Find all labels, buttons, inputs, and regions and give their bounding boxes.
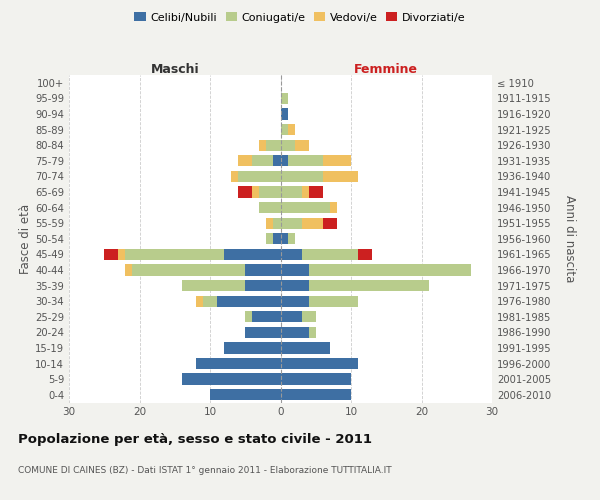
Bar: [281, 218, 302, 229]
Bar: [281, 108, 287, 120]
Text: Popolazione per età, sesso e stato civile - 2011: Popolazione per età, sesso e stato civil…: [18, 432, 372, 446]
Bar: [281, 342, 330, 353]
Bar: [245, 280, 281, 291]
Bar: [281, 374, 351, 384]
Bar: [309, 264, 471, 276]
Bar: [266, 218, 274, 229]
Bar: [133, 264, 245, 276]
Bar: [125, 248, 224, 260]
Bar: [196, 358, 281, 369]
Bar: [274, 218, 281, 229]
Bar: [224, 342, 281, 353]
Text: Femmine: Femmine: [354, 63, 418, 76]
Bar: [309, 296, 358, 306]
Bar: [281, 280, 309, 291]
Bar: [281, 140, 295, 151]
Bar: [281, 264, 309, 276]
Bar: [287, 233, 295, 244]
Bar: [182, 374, 281, 384]
Bar: [295, 140, 309, 151]
Bar: [302, 248, 358, 260]
Bar: [358, 248, 372, 260]
Bar: [281, 326, 309, 338]
Bar: [281, 186, 302, 198]
Bar: [287, 124, 295, 135]
Bar: [259, 186, 281, 198]
Bar: [253, 311, 281, 322]
Bar: [281, 311, 302, 322]
Bar: [302, 218, 323, 229]
Bar: [266, 233, 274, 244]
Bar: [118, 248, 125, 260]
Bar: [323, 155, 351, 166]
Bar: [125, 264, 133, 276]
Bar: [245, 326, 281, 338]
Bar: [323, 218, 337, 229]
Bar: [231, 171, 238, 182]
Bar: [330, 202, 337, 213]
Bar: [281, 296, 309, 306]
Bar: [281, 171, 323, 182]
Bar: [281, 248, 302, 260]
Bar: [281, 202, 330, 213]
Bar: [281, 233, 287, 244]
Bar: [309, 326, 316, 338]
Y-axis label: Anni di nascita: Anni di nascita: [563, 195, 575, 282]
Bar: [259, 202, 281, 213]
Bar: [266, 140, 281, 151]
Bar: [182, 280, 245, 291]
Bar: [323, 171, 358, 182]
Bar: [253, 186, 259, 198]
Bar: [245, 264, 281, 276]
Bar: [196, 296, 203, 306]
Bar: [281, 124, 287, 135]
Bar: [104, 248, 118, 260]
Bar: [281, 358, 358, 369]
Bar: [259, 140, 266, 151]
Bar: [302, 186, 309, 198]
Bar: [274, 155, 281, 166]
Bar: [203, 296, 217, 306]
Bar: [281, 93, 287, 104]
Bar: [210, 389, 281, 400]
Bar: [245, 311, 253, 322]
Text: COMUNE DI CAINES (BZ) - Dati ISTAT 1° gennaio 2011 - Elaborazione TUTTITALIA.IT: COMUNE DI CAINES (BZ) - Dati ISTAT 1° ge…: [18, 466, 392, 475]
Bar: [281, 155, 287, 166]
Bar: [274, 233, 281, 244]
Bar: [302, 311, 316, 322]
Bar: [224, 248, 281, 260]
Bar: [217, 296, 281, 306]
Legend: Celibi/Nubili, Coniugati/e, Vedovi/e, Divorziati/e: Celibi/Nubili, Coniugati/e, Vedovi/e, Di…: [130, 8, 470, 27]
Bar: [309, 280, 428, 291]
Y-axis label: Fasce di età: Fasce di età: [19, 204, 32, 274]
Bar: [238, 186, 253, 198]
Bar: [238, 171, 281, 182]
Bar: [281, 389, 351, 400]
Bar: [252, 155, 274, 166]
Text: Maschi: Maschi: [151, 63, 199, 76]
Bar: [309, 186, 323, 198]
Bar: [238, 155, 253, 166]
Bar: [287, 155, 323, 166]
